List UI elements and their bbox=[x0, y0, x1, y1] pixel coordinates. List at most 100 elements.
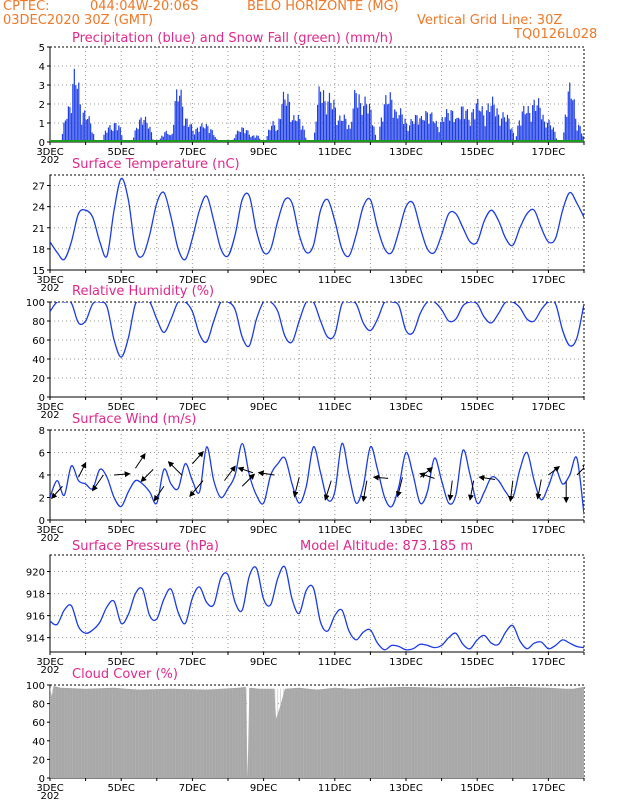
precip-bar bbox=[563, 132, 565, 142]
precip-bar bbox=[413, 124, 415, 142]
precip-bar bbox=[545, 127, 547, 142]
x-tick-label: 13DEC bbox=[389, 657, 423, 668]
precip-bar bbox=[466, 109, 468, 142]
precip-bar bbox=[251, 135, 253, 142]
precip-bar bbox=[497, 114, 500, 142]
precip-bar bbox=[110, 129, 112, 142]
precip-bar bbox=[134, 130, 136, 142]
precip-bar bbox=[69, 107, 71, 142]
precip-bar bbox=[444, 117, 446, 142]
precip-bar bbox=[78, 82, 80, 142]
x-tick-label: 15DEC bbox=[460, 147, 494, 158]
panel-title: Relative Humidity (%) bbox=[72, 284, 214, 299]
x-tick-label: 15DEC bbox=[460, 525, 494, 536]
x-tick-label: 3DEC bbox=[36, 783, 63, 794]
precip-bar bbox=[575, 118, 577, 142]
precip-bar bbox=[242, 127, 245, 142]
precip-bar bbox=[269, 130, 271, 142]
precip-bar bbox=[548, 119, 550, 142]
precip-bar bbox=[271, 125, 273, 142]
wind-arrow bbox=[508, 480, 514, 503]
precip-bar bbox=[450, 110, 452, 142]
x-tick-label: 3DEC bbox=[36, 275, 63, 286]
panel-content bbox=[50, 685, 584, 778]
precip-bar bbox=[457, 117, 460, 142]
wind-arrow bbox=[241, 473, 255, 487]
precip-bar bbox=[371, 125, 374, 142]
x-tick-label: 15DEC bbox=[460, 783, 494, 794]
precip-bar bbox=[529, 112, 531, 142]
precip-bar bbox=[495, 116, 497, 142]
header-model-code: TQ0126L028 bbox=[514, 27, 598, 42]
precip-bar bbox=[241, 127, 243, 142]
precip-bar bbox=[90, 123, 92, 142]
x-tick-label: 3DEC bbox=[36, 402, 63, 413]
precip-bar bbox=[503, 117, 506, 142]
y-tick-label: 60 bbox=[32, 336, 45, 347]
precip-bar bbox=[140, 117, 142, 142]
panel-3: 0 2 4 6 8 3DEC 5DEC 7DEC 9DEC 11DEC 13DEC 15DEC 17DE… bbox=[36, 412, 585, 544]
series-line bbox=[50, 302, 584, 358]
precip-bar bbox=[426, 112, 428, 142]
x-tick-label: 17DEC bbox=[532, 525, 566, 536]
precip-bar bbox=[302, 125, 304, 142]
precip-bar bbox=[349, 128, 351, 142]
precip-bar bbox=[431, 112, 433, 142]
precip-bar bbox=[420, 115, 423, 142]
precip-bar bbox=[345, 118, 347, 142]
y-tick-label: 2 bbox=[39, 494, 45, 505]
precip-bar bbox=[104, 130, 107, 142]
precip-bar bbox=[411, 121, 414, 142]
precip-bar bbox=[440, 121, 442, 142]
precip-bar bbox=[76, 88, 78, 142]
precip-bar bbox=[538, 98, 540, 142]
precip-bar bbox=[364, 96, 366, 142]
precip-bar bbox=[103, 134, 105, 142]
precip-bar bbox=[150, 132, 153, 142]
precip-bar bbox=[352, 108, 354, 142]
precip-bar bbox=[201, 123, 203, 142]
precip-bar bbox=[487, 103, 489, 142]
x-tick-label: 13DEC bbox=[389, 525, 423, 536]
precip-bar bbox=[73, 68, 75, 142]
precip-bar bbox=[475, 103, 477, 142]
precip-bar bbox=[75, 85, 77, 142]
header-run: 03DEC2020 30Z (GMT) bbox=[3, 13, 154, 28]
precip-bar bbox=[406, 123, 408, 142]
year-label: 202 bbox=[40, 283, 59, 294]
panel-4: 914 916 918 920 3DEC 5DEC 7DEC 9DEC 11DEC 13DEC 15… bbox=[26, 539, 585, 676]
precip-bar bbox=[454, 118, 457, 142]
wind-arrow bbox=[548, 465, 560, 476]
precip-bar bbox=[85, 119, 87, 142]
panel-title: Surface Pressure (hPa) bbox=[72, 539, 219, 554]
precip-bar bbox=[367, 113, 369, 142]
precip-bar bbox=[437, 126, 439, 142]
wind-arrow bbox=[323, 480, 332, 501]
y-tick-label: 0 bbox=[39, 516, 45, 527]
precip-bar bbox=[506, 114, 509, 142]
precip-bar bbox=[334, 107, 336, 142]
precip-bar bbox=[202, 127, 204, 142]
precip-bar bbox=[119, 127, 121, 142]
precip-bar bbox=[463, 119, 466, 142]
precip-bar bbox=[569, 82, 571, 142]
precip-bar bbox=[82, 112, 84, 142]
y-tick-label: 914 bbox=[26, 634, 45, 645]
precip-bar bbox=[67, 106, 69, 142]
x-tick-label: 5DEC bbox=[108, 783, 135, 794]
precip-bar bbox=[578, 124, 580, 142]
precip-bar bbox=[348, 124, 350, 142]
precip-bar bbox=[500, 118, 503, 142]
x-tick-label: 17DEC bbox=[532, 657, 566, 668]
precip-bar bbox=[385, 95, 387, 142]
precip-bar bbox=[144, 116, 147, 142]
precip-bar bbox=[207, 126, 209, 142]
precip-bar bbox=[187, 126, 190, 142]
precip-bar bbox=[293, 115, 295, 142]
precip-bar bbox=[180, 89, 182, 142]
precip-bar bbox=[193, 134, 196, 142]
precip-bar bbox=[106, 132, 108, 142]
precip-bar bbox=[61, 133, 64, 142]
panel-content bbox=[50, 302, 584, 358]
x-tick-label: 11DEC bbox=[318, 783, 352, 794]
